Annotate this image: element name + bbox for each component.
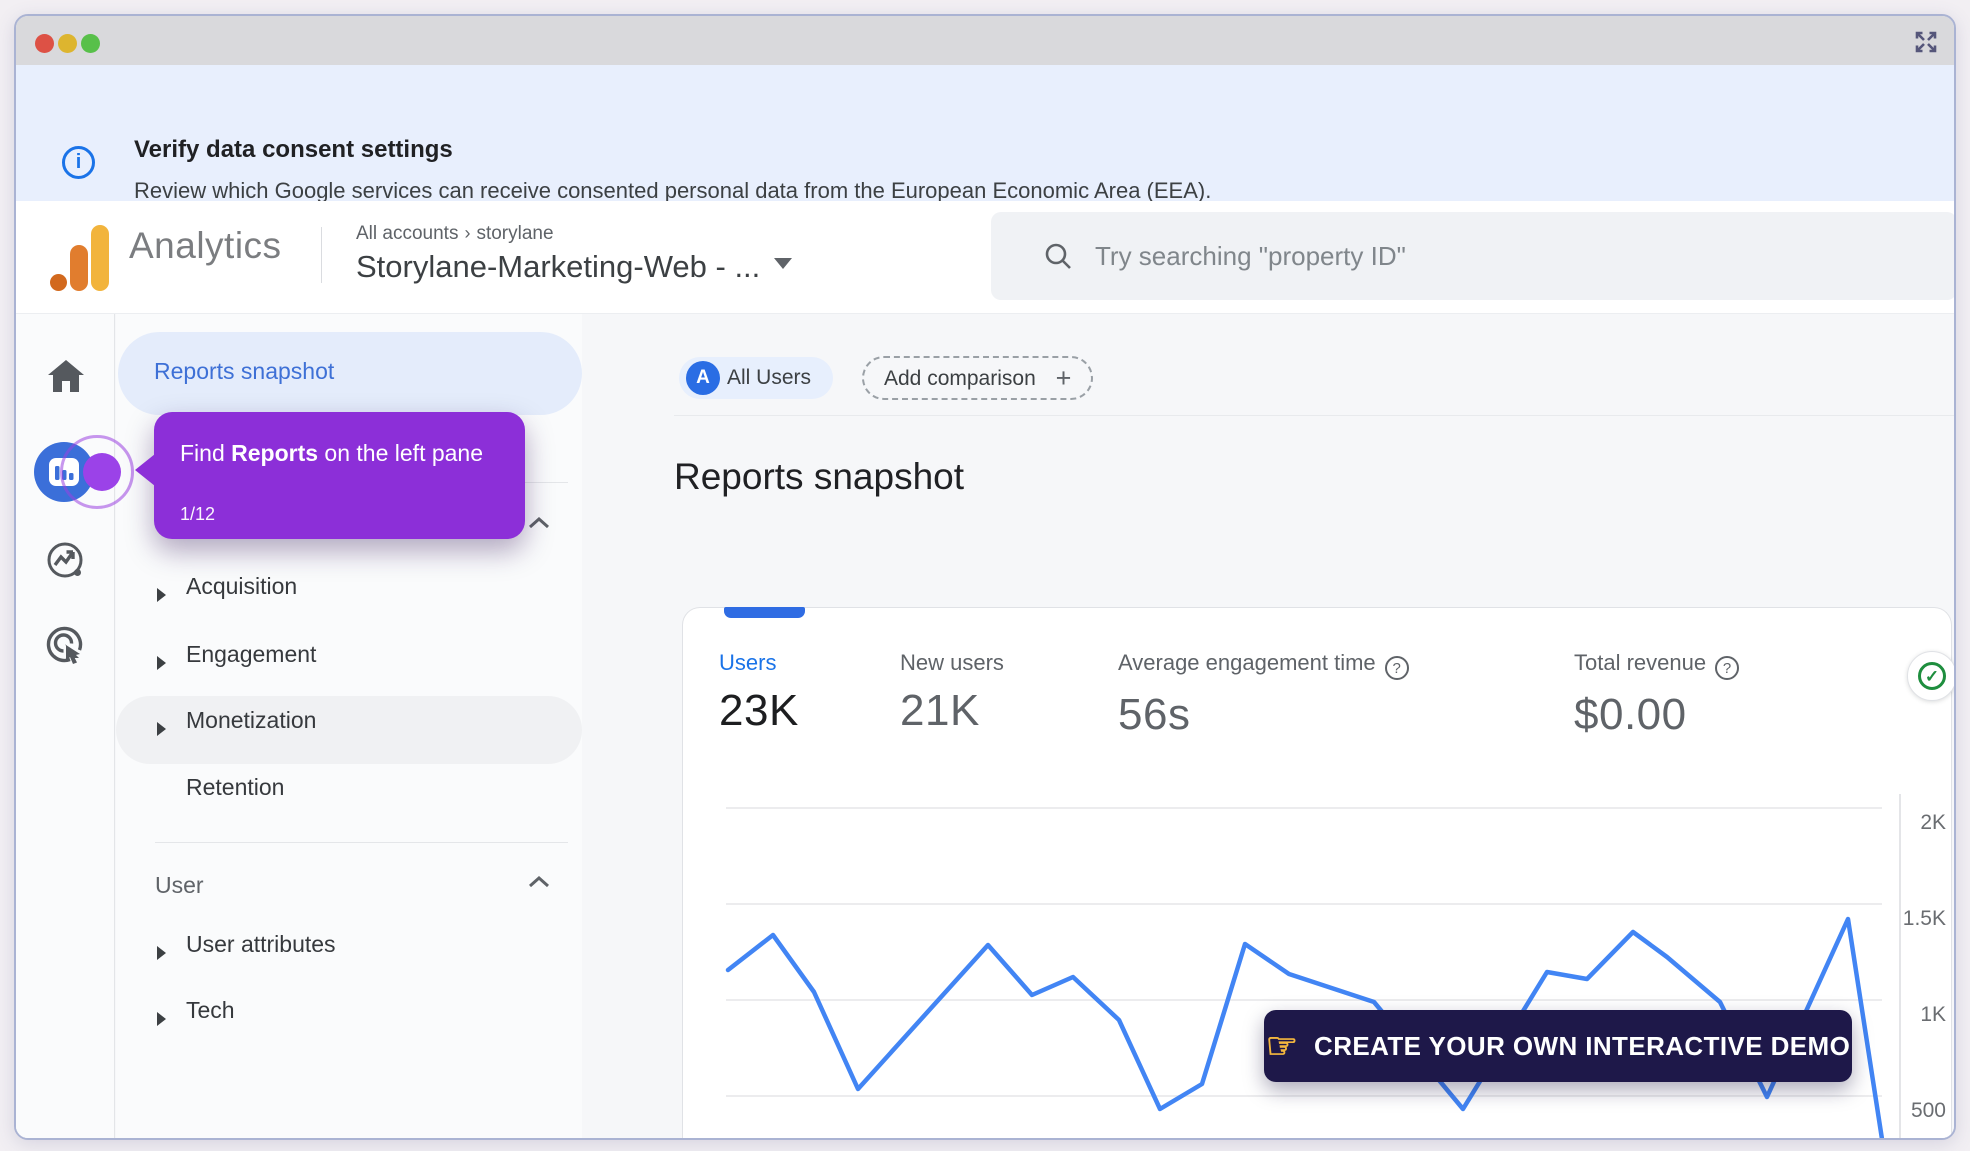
nav-item-engagement[interactable]: Engagement [116, 636, 582, 692]
nav-divider [155, 842, 568, 843]
explore-compass-icon [47, 542, 82, 578]
content-divider [674, 415, 1954, 416]
help-icon[interactable]: ? [1384, 656, 1409, 680]
plus-icon: + [1055, 363, 1072, 393]
product-name: Analytics [129, 225, 282, 266]
add-comparison-label: Add comparison [884, 367, 1036, 390]
breadcrumb-account[interactable]: storylane [476, 223, 554, 244]
caret-right-icon[interactable] [157, 722, 166, 736]
metric-label: Users [719, 650, 777, 675]
guide-tooltip[interactable]: Find Reports on the left pane 1/12 [135, 412, 525, 539]
nav-section-user: User [155, 872, 204, 898]
y-tick-label: 1.5K [1902, 907, 1946, 930]
metric-value: $0.00 [1574, 690, 1687, 739]
metric-avg-engagement-time[interactable]: Average engagement time? 56s [1118, 650, 1409, 740]
header-divider [321, 227, 322, 283]
audience-chip-all-users[interactable]: A All Users [679, 357, 834, 399]
nav-item-label: Reports snapshot [154, 358, 335, 384]
home-icon [47, 360, 84, 392]
tooltip-arrow [135, 454, 155, 486]
tooltip-step-counter: 1/12 [180, 504, 216, 524]
info-icon: i [62, 146, 95, 179]
close-window-button[interactable] [35, 34, 54, 53]
nav-item-label: User attributes [186, 931, 336, 957]
metric-label: Average engagement time [1118, 650, 1376, 675]
consent-banner-description: Review which Google services can receive… [134, 178, 1212, 203]
consent-banner-title: Verify data consent settings [134, 136, 453, 163]
caret-right-icon[interactable] [157, 946, 166, 960]
help-icon[interactable]: ? [1715, 656, 1740, 680]
cta-label: CREATE YOUR OWN INTERACTIVE DEMO [1314, 1030, 1851, 1061]
metric-new-users[interactable]: New users 21K [900, 650, 1004, 736]
sidebar-item-advertising[interactable] [16, 622, 115, 673]
nav-item-monetization[interactable]: Monetization [116, 702, 582, 758]
metric-label: Total revenue [1574, 650, 1707, 675]
nav-item-label: Retention [186, 774, 285, 800]
pointing-hand-icon: ☞ [1265, 1025, 1299, 1066]
y-tick-label: 500 [1910, 1099, 1946, 1122]
nav-item-acquisition[interactable]: Acquisition [116, 568, 582, 624]
breadcrumb[interactable]: All accounts › storylane [356, 223, 554, 245]
collapse-section-button[interactable] [528, 517, 550, 529]
breadcrumb-all-accounts[interactable]: All accounts [356, 223, 459, 244]
data-quality-button[interactable]: ✓ [1907, 651, 1954, 701]
add-comparison-button[interactable]: Add comparison + [862, 356, 1094, 400]
caret-right-icon[interactable] [157, 588, 166, 602]
nav-item-retention[interactable]: Retention [116, 769, 582, 825]
metric-value: 23K [719, 686, 799, 735]
property-selector[interactable]: Storylane-Marketing-Web - ... [356, 249, 793, 285]
y-tick-label: 2K [1920, 811, 1946, 834]
metric-value: 21K [900, 686, 980, 735]
expand-arrows-icon[interactable] [1914, 30, 1938, 54]
tooltip-text: Find Reports on the left pane [180, 440, 484, 466]
advertising-target-icon [46, 626, 82, 664]
minimize-window-button[interactable] [58, 34, 77, 53]
active-metric-tab-indicator [724, 607, 805, 618]
metric-value: 56s [1118, 690, 1191, 739]
nav-item-label: Monetization [186, 707, 317, 733]
nav-item-reports-snapshot[interactable]: Reports snapshot [118, 332, 582, 415]
sidebar-item-home[interactable] [16, 354, 115, 403]
app-window: i Verify data consent settings Review wh… [14, 14, 1956, 1140]
step-beacon-dot[interactable] [83, 453, 121, 491]
search-bar[interactable] [991, 212, 1954, 300]
chevron-down-icon [774, 258, 793, 269]
create-demo-cta-button[interactable]: ☞ CREATE YOUR OWN INTERACTIVE DEMO [1264, 1010, 1852, 1082]
metric-users[interactable]: Users 23K [719, 650, 799, 736]
caret-right-icon[interactable] [157, 656, 166, 670]
window-titlebar [16, 16, 1954, 65]
nav-item-tech[interactable]: Tech [116, 992, 582, 1048]
nav-item-user-attributes[interactable]: User attributes [116, 926, 582, 982]
nav-item-label: Engagement [186, 641, 317, 667]
step-beacon-ring [60, 435, 134, 509]
metric-total-revenue[interactable]: Total revenue? $0.00 [1574, 650, 1740, 740]
page-title: Reports snapshot [674, 456, 965, 497]
nav-item-label: Tech [186, 997, 235, 1023]
app-header: Analytics All accounts › storylane Storyla… [16, 201, 1954, 314]
green-check-icon: ✓ [1918, 662, 1946, 690]
caret-right-icon[interactable] [157, 1012, 166, 1026]
zoom-window-button[interactable] [81, 34, 100, 53]
nav-item-label: Acquisition [186, 573, 298, 599]
sidebar-item-explore[interactable] [16, 538, 115, 589]
y-tick-label: 1K [1920, 1003, 1946, 1026]
search-icon [1045, 243, 1071, 269]
nav-item-highlight [116, 696, 582, 764]
consent-banner: i Verify data consent settings Review wh… [16, 65, 1954, 203]
avatar: A [686, 361, 720, 395]
audience-chip-label: All Users [727, 366, 812, 389]
breadcrumb-separator: › [464, 223, 471, 243]
metric-label: New users [900, 650, 1004, 675]
collapse-section-button[interactable] [528, 876, 550, 888]
property-name[interactable]: Storylane-Marketing-Web - ... [356, 249, 761, 284]
search-input[interactable] [1095, 212, 1915, 300]
google-analytics-logo [36, 225, 109, 297]
